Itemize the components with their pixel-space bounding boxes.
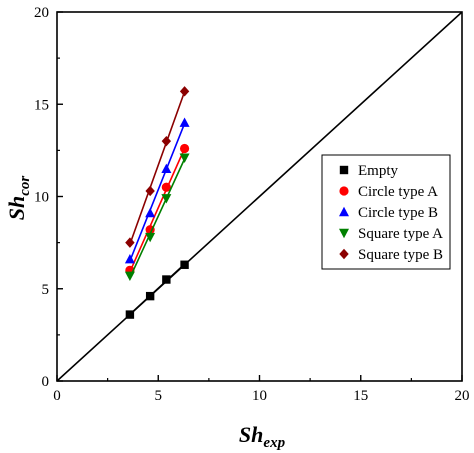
data-point-circle-type-b bbox=[145, 207, 156, 218]
x-tick-label: 10 bbox=[252, 388, 267, 404]
x-tick-label: 5 bbox=[155, 388, 163, 404]
data-point-empty bbox=[162, 275, 171, 284]
data-point-circle-type-a bbox=[161, 182, 171, 192]
legend: Empty Circle type A Circle type B Square ty… bbox=[321, 154, 451, 270]
fit-line-square-type-a bbox=[129, 158, 186, 279]
fit-line-circle-type-a bbox=[129, 148, 186, 273]
x-tick-label: 20 bbox=[455, 388, 470, 404]
fit-line-empty bbox=[129, 263, 186, 315]
data-point-circle-type-a bbox=[179, 143, 190, 154]
data-point-square-type-a bbox=[179, 153, 190, 163]
data-point-square-type-b bbox=[125, 237, 135, 248]
legend-marker-circle-type-b bbox=[339, 206, 349, 217]
legend-marker-empty bbox=[339, 165, 349, 175]
legend-label-empty: Empty bbox=[358, 163, 398, 179]
data-point-empty bbox=[145, 291, 155, 301]
legend-label-circle-type-b: Circle type B bbox=[358, 205, 438, 221]
y-axis-title: Shcor bbox=[4, 176, 33, 221]
x-tick-label: 15 bbox=[353, 388, 368, 404]
data-point-circle-type-b bbox=[179, 117, 190, 127]
x-axis-title-sub: exp bbox=[263, 435, 285, 451]
y-tick-label: 10 bbox=[34, 190, 49, 206]
y-axis-title-main: Sh bbox=[4, 196, 29, 220]
data-point-square-type-b bbox=[161, 135, 172, 147]
legend-label-circle-type-a: Circle type A bbox=[358, 184, 438, 200]
data-point-empty bbox=[125, 310, 135, 319]
legend-marker-square-type-b bbox=[339, 248, 349, 260]
data-point-square-type-a bbox=[124, 271, 135, 282]
x-axis-title: Shexp bbox=[239, 422, 286, 451]
data-point-square-type-b bbox=[179, 86, 190, 97]
fit-line-square-type-b bbox=[129, 91, 186, 245]
legend-marker-circle-type-a bbox=[339, 186, 349, 196]
y-tick-label: 0 bbox=[42, 374, 50, 390]
y-tick-label: 15 bbox=[34, 97, 49, 113]
legend-label-square-type-b: Square type B bbox=[358, 247, 443, 263]
data-point-circle-type-b bbox=[124, 254, 135, 264]
data-point-circle-type-b bbox=[161, 163, 172, 174]
x-axis-title-main: Sh bbox=[239, 422, 263, 447]
x-tick-label: 0 bbox=[53, 388, 61, 404]
y-tick-label: 5 bbox=[42, 282, 50, 298]
data-point-square-type-a bbox=[145, 232, 156, 243]
fit-line-circle-type-b bbox=[129, 123, 186, 262]
reference-line bbox=[57, 12, 462, 381]
data-point-empty bbox=[180, 260, 189, 269]
data-point-square-type-a bbox=[161, 194, 172, 204]
y-tick-label: 20 bbox=[34, 5, 49, 21]
data-point-square-type-b bbox=[145, 185, 155, 197]
legend-marker-square-type-a bbox=[339, 228, 349, 239]
y-axis-title-sub: cor bbox=[17, 176, 33, 196]
legend-label-square-type-a: Square type A bbox=[358, 226, 443, 242]
